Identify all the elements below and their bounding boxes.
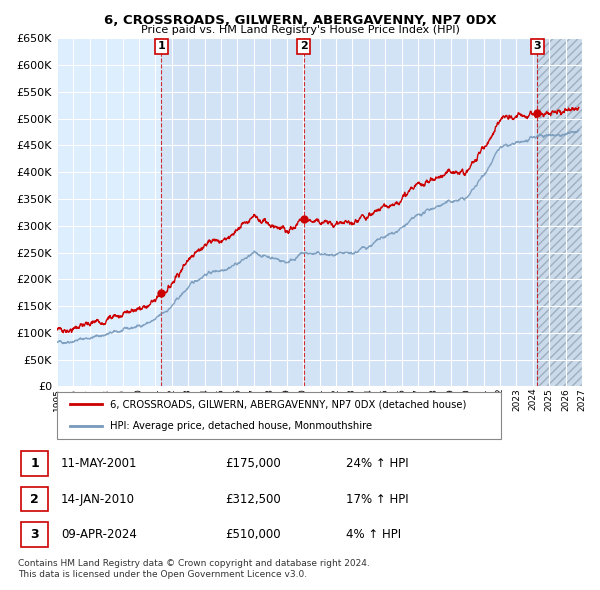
Text: 4% ↑ HPI: 4% ↑ HPI bbox=[346, 528, 401, 541]
Text: Contains HM Land Registry data © Crown copyright and database right 2024.: Contains HM Land Registry data © Crown c… bbox=[18, 559, 370, 568]
Text: £312,500: £312,500 bbox=[225, 493, 281, 506]
FancyBboxPatch shape bbox=[20, 522, 48, 547]
Text: 2: 2 bbox=[30, 493, 39, 506]
Text: HPI: Average price, detached house, Monmouthshire: HPI: Average price, detached house, Monm… bbox=[110, 421, 371, 431]
Text: 1: 1 bbox=[157, 41, 165, 51]
Text: £175,000: £175,000 bbox=[225, 457, 281, 470]
FancyBboxPatch shape bbox=[57, 392, 500, 438]
Text: 3: 3 bbox=[30, 528, 39, 541]
FancyBboxPatch shape bbox=[20, 487, 48, 512]
Text: Price paid vs. HM Land Registry's House Price Index (HPI): Price paid vs. HM Land Registry's House … bbox=[140, 25, 460, 35]
Text: 3: 3 bbox=[533, 41, 541, 51]
Text: 2: 2 bbox=[300, 41, 308, 51]
Text: 17% ↑ HPI: 17% ↑ HPI bbox=[346, 493, 409, 506]
Text: 1: 1 bbox=[30, 457, 39, 470]
Text: 14-JAN-2010: 14-JAN-2010 bbox=[61, 493, 135, 506]
Bar bbox=[161, 38, 537, 386]
Text: £510,000: £510,000 bbox=[225, 528, 281, 541]
Text: 11-MAY-2001: 11-MAY-2001 bbox=[61, 457, 137, 470]
Text: 6, CROSSROADS, GILWERN, ABERGAVENNY, NP7 0DX (detached house): 6, CROSSROADS, GILWERN, ABERGAVENNY, NP7… bbox=[110, 399, 466, 409]
FancyBboxPatch shape bbox=[20, 451, 48, 476]
Text: 09-APR-2024: 09-APR-2024 bbox=[61, 528, 137, 541]
Text: This data is licensed under the Open Government Licence v3.0.: This data is licensed under the Open Gov… bbox=[18, 570, 307, 579]
Text: 24% ↑ HPI: 24% ↑ HPI bbox=[346, 457, 409, 470]
Text: 6, CROSSROADS, GILWERN, ABERGAVENNY, NP7 0DX: 6, CROSSROADS, GILWERN, ABERGAVENNY, NP7… bbox=[104, 14, 496, 27]
